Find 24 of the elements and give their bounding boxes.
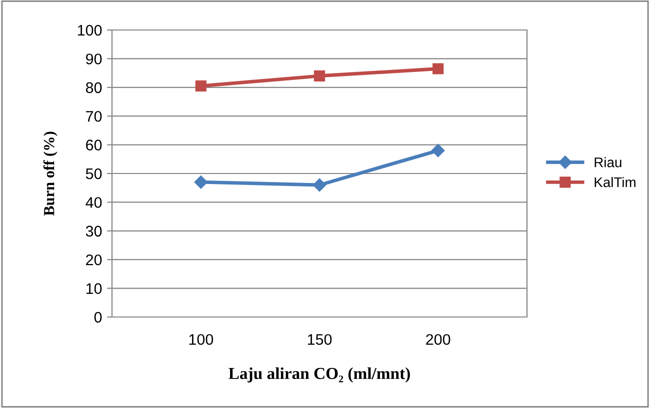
- y-tick-label: 90: [86, 54, 102, 64]
- y-tick-label: 30: [86, 226, 102, 237]
- y-tick-label: 60: [86, 140, 102, 150]
- y-tick-label: 80: [86, 82, 102, 94]
- y-tick-label: 50: [86, 168, 102, 180]
- y-tick-label: 20: [86, 254, 102, 266]
- y-tick-label: 10: [86, 283, 102, 294]
- point: [431, 144, 445, 158]
- y-tick-label: 40: [86, 197, 102, 208]
- point: [432, 63, 444, 74]
- y-axis-title: Burn off (%): [43, 132, 58, 216]
- point: [312, 178, 326, 192]
- y-tick-label: 70: [86, 110, 102, 122]
- legend-label: KalTim: [594, 176, 636, 188]
- x-tick-label: 150: [308, 334, 332, 345]
- legend-label: Riau: [594, 157, 622, 168]
- point: [194, 176, 208, 189]
- point: [195, 80, 206, 92]
- x-tick-label: 200: [426, 334, 450, 345]
- point: [314, 70, 326, 82]
- x-axis-title: Laju aliran CO₂ (ml/mnt): [228, 367, 410, 382]
- y-tick-label: 100: [78, 24, 102, 36]
- x-tick-label: 100: [189, 334, 214, 345]
- y-tick-label: 0: [94, 312, 102, 323]
